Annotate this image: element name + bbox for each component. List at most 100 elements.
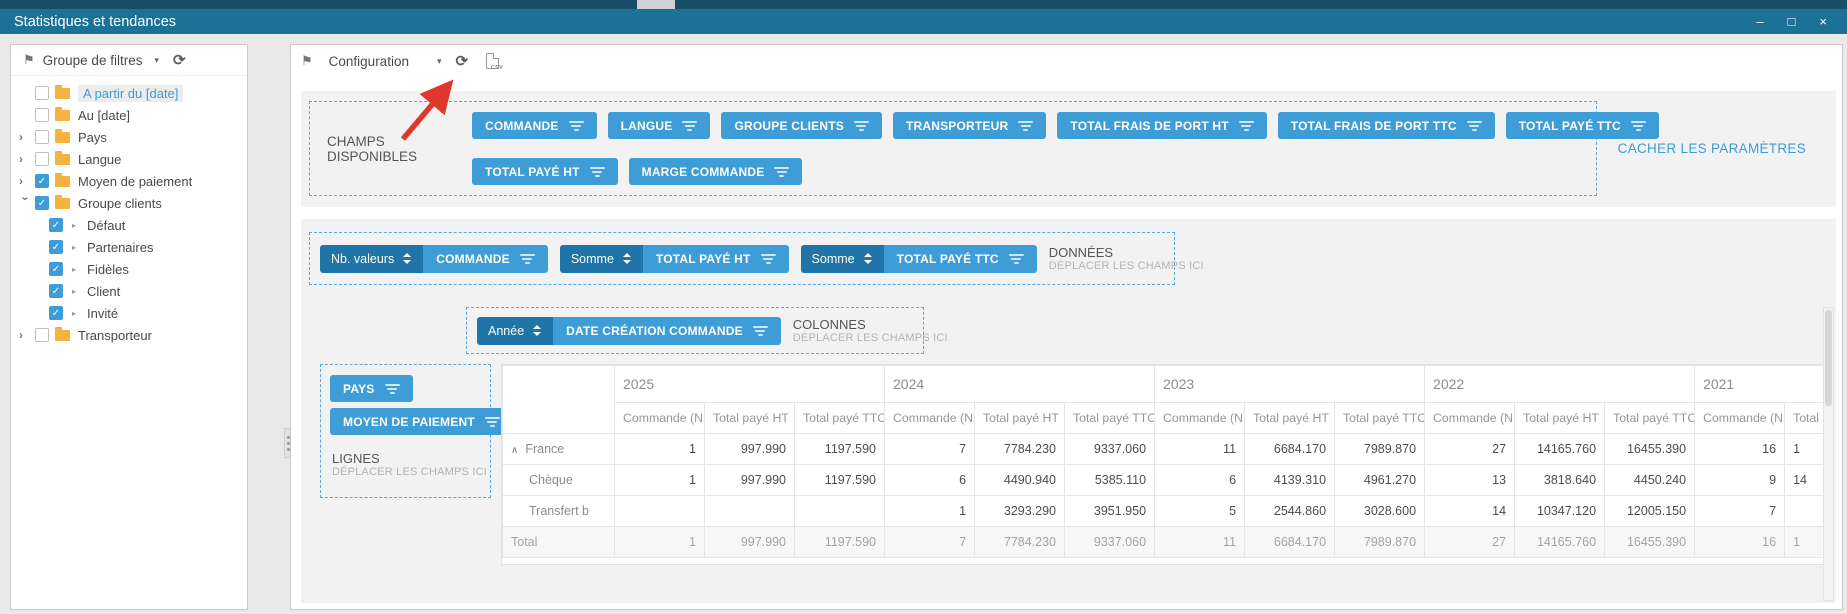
aggregator-segment[interactable]: Somme	[559, 244, 643, 273]
field-chip-label: GROUPE CLIENTS	[734, 118, 844, 133]
tree-item[interactable]: › ✓ Moyen de paiement	[11, 170, 247, 192]
configuration-title: Configuration	[328, 53, 409, 69]
item-arrow-icon: ▸	[71, 220, 76, 230]
value-cell: 10347.120	[1514, 495, 1606, 527]
field-segment[interactable]: TOTAL PAYÉ HT	[642, 244, 789, 273]
chevron-right-icon[interactable]: ›	[19, 130, 23, 144]
checkbox[interactable]: ✓	[49, 218, 63, 232]
year-header: 2022	[1424, 365, 1696, 403]
value-cell: 11	[1154, 526, 1246, 558]
checkbox[interactable]	[35, 152, 49, 166]
field-chip[interactable]: PAYS	[330, 375, 413, 402]
available-fields-chips: COMMANDE LANGUE GROUPE CLIENTS TRANSPORTEUR…	[472, 112, 1659, 185]
field-segment[interactable]: TOTAL PAYÉ TTC	[883, 244, 1037, 273]
chevron-right-icon[interactable]: ›	[19, 152, 23, 166]
filter-icon	[589, 166, 605, 177]
checkbox[interactable]: ✓	[35, 174, 49, 188]
table-row: Total 1 997.990 1197.590 7 7784.230 9337.060 11…	[502, 526, 1824, 558]
maximize-button[interactable]: □	[1787, 14, 1796, 29]
tree-item[interactable]: ✓ ▸ Partenaires	[11, 236, 247, 258]
field-chip[interactable]: TRANSPORTEUR	[892, 112, 1047, 139]
pivot-field-chip[interactable]: Année DATE CRÉATION COMMANDE	[477, 316, 781, 345]
aggregator-segment[interactable]: Année	[477, 316, 554, 345]
window-controls: – □ ×	[1756, 15, 1827, 28]
corner-cell	[502, 365, 615, 434]
minimize-button[interactable]: –	[1756, 14, 1764, 29]
field-chip[interactable]: COMMANDE	[472, 112, 597, 139]
aggregator-segment[interactable]: Somme	[800, 244, 884, 273]
field-chip[interactable]: MOYEN DE PAIEMENT	[330, 408, 513, 435]
refresh-icon[interactable]: ⟳	[455, 52, 469, 70]
field-chip[interactable]: TOTAL FRAIS DE PORT HT	[1057, 112, 1267, 139]
field-chip-label: TRANSPORTEUR	[905, 118, 1009, 133]
checkbox[interactable]	[35, 328, 49, 342]
tree-item[interactable]: › ✓ Groupe clients	[11, 192, 247, 214]
hide-parameters-link[interactable]: CACHER LES PARAMÈTRES	[1617, 141, 1806, 156]
tree-item[interactable]: ✓ ▸ Défaut	[11, 214, 247, 236]
pivot-field-chip[interactable]: Somme TOTAL PAYÉ HT	[559, 244, 789, 273]
vertical-scrollbar[interactable]	[1823, 307, 1834, 601]
field-chip[interactable]: TOTAL PAYÉ HT	[472, 158, 618, 185]
checkbox[interactable]: ✓	[49, 240, 63, 254]
configuration-panel: ⚑ Configuration ▾ ⟳ CHAMPS DISPONIBLES C…	[290, 44, 1843, 610]
chevron-right-icon[interactable]: ›	[19, 174, 23, 188]
tree-item-label: Au [date]	[78, 107, 131, 123]
value-cell: 997.990	[704, 526, 795, 558]
tree-item[interactable]: › Transporteur	[11, 324, 247, 346]
field-chip[interactable]: TOTAL FRAIS DE PORT TTC	[1277, 112, 1495, 139]
filter-group-title: Groupe de filtres	[42, 52, 143, 68]
value-cell: 14	[1784, 464, 1824, 496]
field-segment[interactable]: COMMANDE	[423, 244, 548, 273]
pivot-field-chip[interactable]: Nb. valeurs COMMANDE	[320, 244, 548, 273]
checkbox[interactable]: ✓	[49, 306, 63, 320]
field-chip[interactable]: GROUPE CLIENTS	[721, 112, 882, 139]
value-cell: 1197.590	[793, 526, 886, 558]
chevron-down-icon[interactable]: ▾	[436, 55, 442, 66]
tree-item[interactable]: › Pays	[11, 126, 247, 148]
tree-item-label: Langue	[78, 151, 122, 167]
value-cell: 1197.590	[793, 464, 886, 496]
aggregator-segment[interactable]: Nb. valeurs	[320, 244, 424, 273]
field-chip[interactable]: TOTAL PAYÉ TTC	[1505, 112, 1659, 139]
checkbox[interactable]	[35, 86, 49, 100]
measure-header: Total payé HT	[704, 402, 795, 434]
folder-icon	[55, 326, 70, 341]
field-segment[interactable]: DATE CRÉATION COMMANDE	[553, 316, 781, 345]
export-csv-icon[interactable]	[486, 53, 503, 71]
checkbox[interactable]: ✓	[49, 284, 63, 298]
field-label: TOTAL PAYÉ HT	[655, 251, 751, 266]
tree-item-label: Transporteur	[78, 327, 152, 343]
filter-group-header: ⚑ Groupe de filtres ▾ ⟳	[11, 45, 247, 76]
chevron-right-icon[interactable]: ›	[18, 196, 33, 201]
checkbox[interactable]: ✓	[35, 196, 49, 210]
tree-item[interactable]: Au [date]	[11, 104, 247, 126]
tree-item[interactable]: › Langue	[11, 148, 247, 170]
tree-item[interactable]: A partir du [date]	[11, 82, 247, 104]
scrollbar-thumb[interactable]	[1825, 310, 1832, 406]
chevron-right-icon[interactable]: ›	[19, 328, 23, 342]
checkbox[interactable]	[35, 130, 49, 144]
field-chip[interactable]: MARGE COMMANDE	[628, 158, 803, 185]
pivot-field-chip[interactable]: Somme TOTAL PAYÉ TTC	[800, 244, 1037, 273]
checkbox[interactable]	[35, 108, 49, 122]
aggregator-label: Somme	[570, 251, 614, 266]
table-row: ∧ France 1 997.990 1197.590 7 7784.230 9337.060…	[502, 433, 1824, 465]
row-label[interactable]: ∧ France	[502, 433, 615, 465]
filter-icon	[1018, 120, 1034, 131]
field-label: COMMANDE	[436, 251, 510, 266]
value-cell: 4450.240	[1604, 464, 1696, 496]
checkbox[interactable]: ✓	[49, 262, 63, 276]
close-button[interactable]: ×	[1819, 14, 1827, 29]
collapse-row-icon[interactable]: ∧	[511, 445, 519, 456]
tree-item[interactable]: ✓ ▸ Invité	[11, 302, 247, 324]
value-cell: 1197.590	[793, 433, 886, 465]
refresh-icon[interactable]: ⟳	[173, 51, 186, 69]
field-chip[interactable]: LANGUE	[607, 112, 711, 139]
pivot-table: 2025 2024 2023 2022 2021 Commande (N Total pay…	[502, 365, 1824, 558]
chevron-down-icon[interactable]: ▾	[154, 54, 159, 65]
value-cell: 7	[884, 526, 976, 558]
tree-item[interactable]: ✓ ▸ Fidèles	[11, 258, 247, 280]
filter-icon	[1466, 120, 1482, 131]
value-cell: 6684.170	[1244, 526, 1336, 558]
tree-item[interactable]: ✓ ▸ Client	[11, 280, 247, 302]
